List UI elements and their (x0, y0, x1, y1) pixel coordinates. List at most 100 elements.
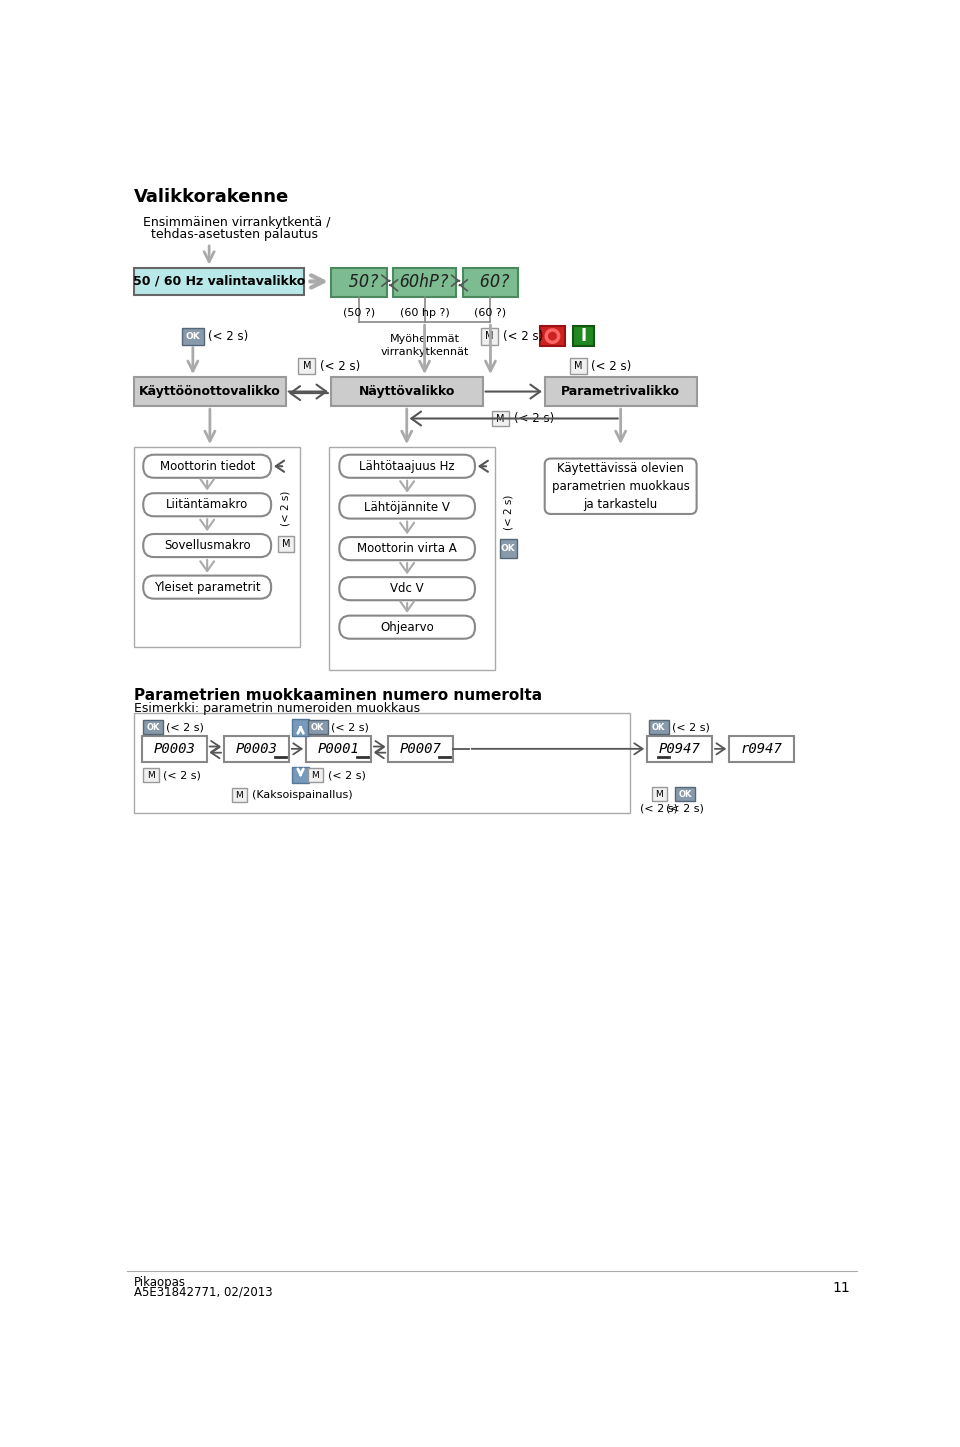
Bar (299, 359, 315, 373)
Text: 6OhP?: 6OhP? (399, 273, 449, 291)
Bar (331, 376, 483, 407)
Text: (< 2 s): (< 2 s) (591, 360, 632, 373)
Bar (393, 268, 456, 297)
Text: Liitäntämakro: Liitäntämakro (166, 498, 249, 511)
Text: Moottorin tiedot: Moottorin tiedot (159, 460, 254, 473)
Text: (< 2 s): (< 2 s) (514, 412, 554, 425)
Text: (< 2 s): (< 2 s) (503, 495, 514, 530)
Bar (481, 327, 498, 344)
Bar (492, 411, 509, 427)
Bar (307, 768, 324, 781)
Bar (182, 327, 204, 344)
FancyBboxPatch shape (143, 454, 271, 478)
Text: Esimerkki: parametrin numeroiden muokkaus: Esimerkki: parametrin numeroiden muokkau… (134, 702, 420, 715)
Text: (< 2 s): (< 2 s) (503, 330, 543, 343)
Text: r0947: r0947 (741, 742, 782, 755)
Text: (< 2 s): (< 2 s) (327, 770, 366, 780)
Text: (< 2 s): (< 2 s) (163, 770, 202, 780)
FancyBboxPatch shape (143, 576, 271, 599)
Text: (< 2 s): (< 2 s) (640, 803, 679, 813)
Text: Parametrivalikko: Parametrivalikko (562, 385, 680, 398)
Text: Näyttövalikko: Näyttövalikko (359, 385, 455, 398)
FancyBboxPatch shape (339, 577, 475, 601)
Bar (134, 268, 304, 295)
Bar (388, 735, 453, 763)
Text: Myöhemmät
virrankytkennät: Myöhemmät virrankytkennät (380, 334, 468, 357)
Bar (278, 535, 294, 553)
Text: (Kaksoispainallus): (Kaksoispainallus) (252, 790, 352, 800)
Text: M: M (486, 331, 494, 341)
Bar (292, 719, 309, 735)
Text: tehdas-asetusten palautus: tehdas-asetusten palautus (143, 227, 319, 240)
Text: (< 2 s): (< 2 s) (331, 722, 369, 732)
Bar (331, 268, 387, 297)
Text: OK: OK (501, 544, 516, 553)
FancyBboxPatch shape (544, 459, 697, 514)
Text: Yleiset parametrit: Yleiset parametrit (154, 580, 260, 593)
Bar (500, 540, 516, 559)
Text: OK: OK (147, 722, 160, 732)
Text: M: M (235, 790, 243, 800)
Text: (< 2 s): (< 2 s) (208, 330, 249, 343)
Text: P0947: P0947 (659, 742, 701, 755)
Bar (649, 721, 669, 734)
Bar (569, 359, 587, 373)
Bar (224, 735, 289, 763)
Bar (134, 376, 286, 407)
Text: Parametrien muokkaaminen numero numerolta: Parametrien muokkaaminen numero numerolt… (134, 687, 542, 703)
Bar (306, 735, 372, 763)
FancyBboxPatch shape (143, 534, 271, 557)
Text: P0003: P0003 (154, 742, 195, 755)
Text: Lähtötaajuus Hz: Lähtötaajuus Hz (359, 460, 455, 473)
Bar (134, 712, 630, 813)
Bar (307, 721, 327, 734)
Bar (231, 789, 247, 802)
Text: M: M (656, 790, 663, 799)
Bar (730, 735, 794, 763)
Text: (50 ?): (50 ?) (343, 308, 374, 318)
Text: M: M (147, 770, 155, 780)
Text: M: M (311, 770, 319, 780)
Text: Valikkorakenne: Valikkorakenne (134, 188, 289, 205)
Bar (652, 787, 667, 802)
Text: (< 2 s): (< 2 s) (166, 722, 204, 732)
Text: 6O?: 6O? (470, 273, 511, 291)
Text: P0007: P0007 (399, 742, 442, 755)
Bar (647, 735, 712, 763)
Text: M: M (302, 362, 311, 370)
Text: Lähtöjännite V: Lähtöjännite V (364, 501, 450, 514)
Text: M: M (281, 540, 290, 548)
Bar (675, 787, 695, 802)
Text: (< 2 s): (< 2 s) (320, 360, 360, 373)
Text: (60 ?): (60 ?) (474, 308, 507, 318)
FancyBboxPatch shape (339, 454, 475, 478)
Text: M: M (496, 414, 505, 424)
Text: (< 2 s): (< 2 s) (672, 722, 709, 732)
Bar (572, 326, 594, 346)
Bar (463, 268, 518, 297)
Text: 11: 11 (832, 1281, 850, 1295)
Bar (142, 735, 206, 763)
Text: (< 2 s): (< 2 s) (666, 803, 704, 813)
FancyBboxPatch shape (339, 615, 475, 638)
Text: 5O?: 5O? (339, 273, 378, 291)
Text: (< 2 s): (< 2 s) (281, 491, 291, 527)
Text: OK: OK (679, 790, 691, 799)
Text: Käytettävissä olevien
parametrien muokkaus
ja tarkastelu: Käytettävissä olevien parametrien muokka… (552, 462, 689, 511)
Text: Vdc V: Vdc V (391, 582, 424, 595)
Text: I: I (581, 327, 587, 346)
Text: OK: OK (185, 331, 201, 340)
Bar (544, 376, 697, 407)
FancyBboxPatch shape (339, 537, 475, 560)
Text: Ohjearvo: Ohjearvo (380, 621, 434, 634)
Text: Sovellusmakro: Sovellusmakro (164, 540, 251, 553)
Text: Pikaopas: Pikaopas (134, 1276, 186, 1289)
Text: (60 hp ?): (60 hp ?) (399, 308, 449, 318)
Text: OK: OK (652, 722, 665, 732)
Bar (134, 447, 300, 647)
FancyBboxPatch shape (339, 495, 475, 518)
Bar (540, 326, 564, 346)
Bar (292, 767, 309, 783)
Text: A5E31842771, 02/2013: A5E31842771, 02/2013 (134, 1285, 273, 1298)
Text: Ensimmäinen virrankytkentä /: Ensimmäinen virrankytkentä / (143, 216, 331, 229)
